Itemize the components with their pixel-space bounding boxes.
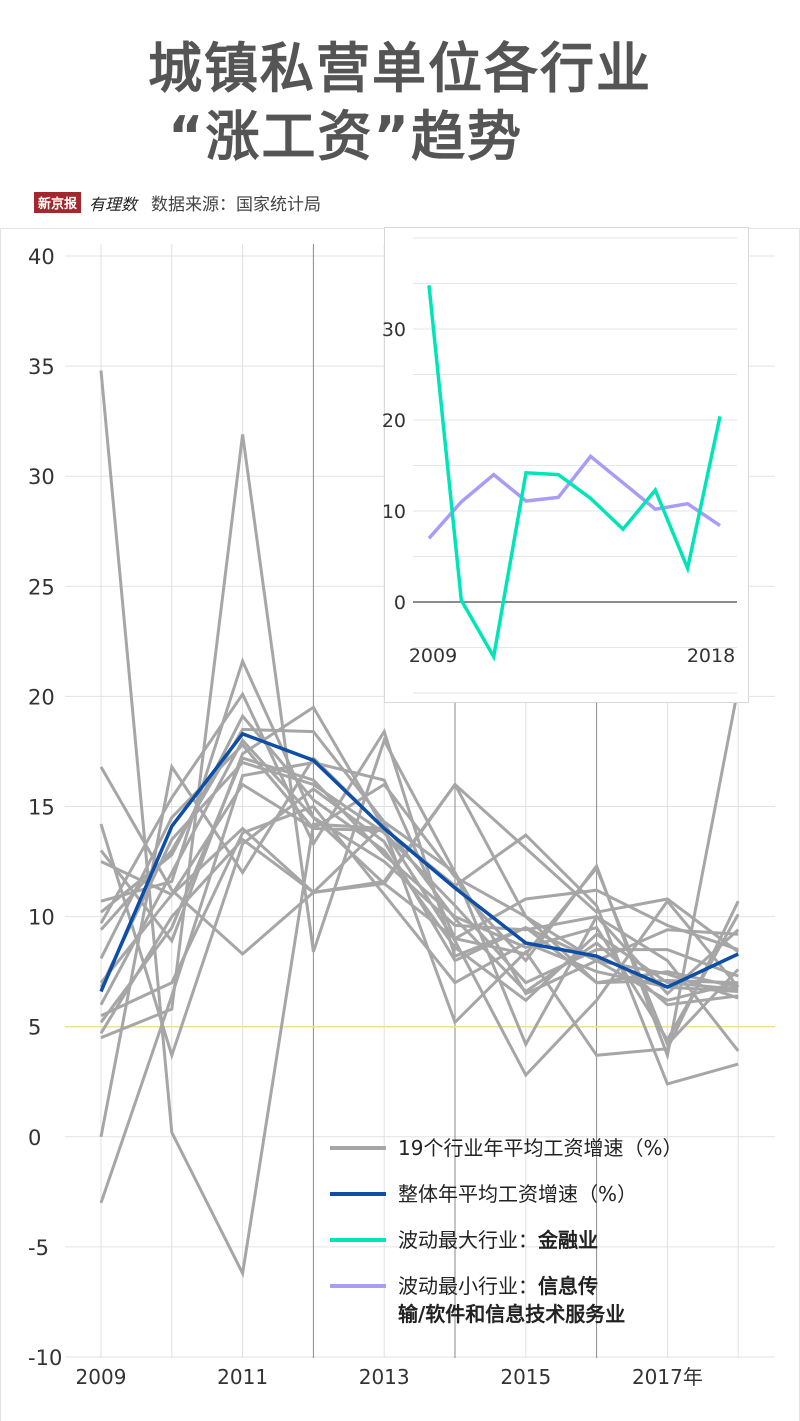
x-tick-label: 2011	[217, 1365, 268, 1389]
inset-y-tick-label: 0	[394, 592, 406, 614]
source-text: 数据来源：国家统计局	[151, 195, 322, 215]
title-line-1: 城镇私营单位各行业	[148, 37, 652, 100]
y-tick-label: 10	[28, 906, 55, 930]
title-line-2: “涨工资”趋势	[168, 105, 523, 168]
industry-series-line	[99, 727, 740, 1052]
y-tick-label: -5	[28, 1236, 49, 1260]
legend-item-max-volatility: 波动最大行业：金融业	[330, 1226, 682, 1272]
industry-series-line	[99, 760, 739, 988]
industry-series-line	[100, 804, 739, 1018]
legend-label-prefix: 波动最小行业：	[398, 1274, 538, 1298]
legend-swatch	[330, 1192, 386, 1196]
legend-label: 波动最大行业：金融业	[398, 1226, 598, 1254]
overall-series-line	[99, 731, 739, 993]
legend-swatch	[330, 1146, 386, 1150]
legend-swatch	[330, 1284, 386, 1288]
legend-label: 19个行业年平均工资增速（%）	[398, 1136, 683, 1160]
inset-x-tick-label: 2009	[409, 645, 457, 667]
legend-label-bold: 信息传	[538, 1274, 598, 1298]
industry-series-line	[99, 737, 740, 1006]
x-tick-label: 2017年	[632, 1365, 703, 1389]
y-tick-label: 30	[28, 465, 55, 489]
inset-y-tick-label: 30	[382, 319, 406, 341]
brand-logo: 新京报	[34, 192, 82, 213]
industry-series-line	[100, 782, 739, 985]
y-tick-label: 40	[28, 245, 55, 269]
inset-x-tick-label: 2018	[687, 645, 735, 667]
y-tick-label: 0	[28, 1126, 41, 1150]
industry-series-line	[99, 691, 739, 1000]
legend-label-bold: 输/软件和信息技术服务业	[398, 1302, 626, 1326]
x-tick-label: 2013	[359, 1365, 410, 1389]
industry-series-line	[99, 756, 740, 1043]
legend-item-overall: 整体年平均工资增速（%）	[330, 1180, 682, 1226]
y-tick-label: 5	[28, 1016, 41, 1040]
inset-y-tick-label: 10	[382, 501, 406, 523]
industry-series-line	[100, 657, 739, 952]
legend-item-min-volatility: 波动最小行业：信息传输/软件和信息技术服务业	[330, 1272, 682, 1332]
finance-series-line	[427, 285, 722, 662]
y-tick-label: 25	[28, 575, 55, 599]
y-tick-label: 35	[28, 355, 55, 379]
legend: 19个行业年平均工资增速（%） 整体年平均工资增速（%） 波动最大行业：金融业 …	[330, 1134, 682, 1332]
legend-item-industries: 19个行业年平均工资增速（%）	[330, 1134, 682, 1180]
industry-series-line	[100, 713, 739, 1003]
y-tick-label: -10	[28, 1346, 62, 1370]
x-tick-label: 2015	[500, 1365, 551, 1389]
info-tech-series-line	[427, 453, 721, 540]
industry-series-line	[99, 821, 739, 1035]
sub-brand-logo: 有理数	[89, 194, 138, 214]
x-tick-label: 2009	[76, 1365, 127, 1389]
legend-label: 波动最小行业：信息传输/软件和信息技术服务业	[398, 1272, 625, 1328]
y-tick-label: 20	[28, 685, 55, 709]
source-line: 新京报 有理数 数据来源：国家统计局	[34, 190, 321, 215]
legend-swatch	[330, 1238, 386, 1242]
legend-label-prefix: 波动最大行业：	[398, 1228, 538, 1252]
inset-chart: 30 20 10 0 2009 2018	[382, 227, 749, 703]
legend-label-bold: 金融业	[538, 1228, 598, 1252]
y-tick-label: 15	[28, 796, 55, 820]
industry-series-line	[99, 705, 740, 1057]
inset-y-tick-label: 20	[382, 410, 406, 432]
legend-label: 整体年平均工资增速（%）	[398, 1182, 638, 1206]
